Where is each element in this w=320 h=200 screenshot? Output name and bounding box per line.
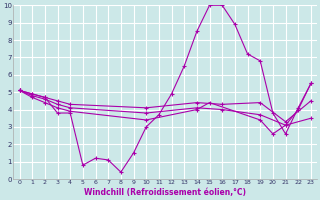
X-axis label: Windchill (Refroidissement éolien,°C): Windchill (Refroidissement éolien,°C) bbox=[84, 188, 246, 197]
